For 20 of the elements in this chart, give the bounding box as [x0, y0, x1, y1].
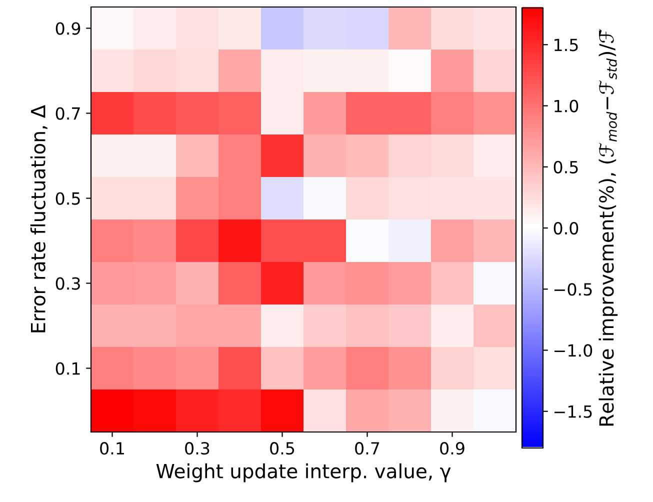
color-bar-label: 0.0: [554, 222, 578, 235]
color-bar-label: −0.5: [554, 283, 592, 296]
y-tick-label: 0.3: [56, 277, 80, 290]
y-axis-title: Error rate fluctuation, Δ: [30, 105, 48, 332]
x-tick-label: 0.5: [270, 442, 294, 455]
y-tick-label: 0.1: [56, 362, 80, 375]
color-bar-label: 1.5: [554, 38, 578, 52]
color-bar-label: −1.0: [554, 344, 592, 357]
color-bar-label: 1.0: [554, 100, 578, 112]
x-tick-label: 0.7: [355, 442, 380, 455]
color-bar-label: −1.5: [554, 406, 592, 418]
y-tick-label: 0.7: [56, 107, 80, 120]
x-tick-label: 0.1: [100, 442, 124, 455]
y-tick-label: 0.9: [56, 22, 80, 35]
y-tick-label: 0.5: [56, 192, 80, 205]
x-tick-label: 0.9: [440, 442, 464, 455]
color-bar-label: 0.5: [554, 160, 578, 174]
x-axis-title: Weight update interp. value, γ: [156, 463, 451, 482]
x-tick-label: 0.3: [185, 442, 210, 455]
color-bar-title: Relative improvement(%), (ℱ$_{mod}$−ℱ$_{std}$)/ℱ̄: [598, 29, 618, 426]
